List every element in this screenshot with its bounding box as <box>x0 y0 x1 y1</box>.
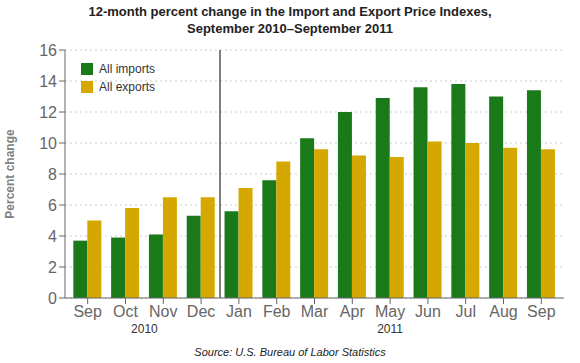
svg-text:May: May <box>375 303 405 320</box>
svg-text:Apr: Apr <box>340 303 366 320</box>
svg-text:2010: 2010 <box>131 322 158 336</box>
html-text:All imports: All imports <box>99 62 155 76</box>
svg-text:4: 4 <box>48 228 57 245</box>
svg-text:Sep: Sep <box>73 303 102 320</box>
svg-text:Percent change: Percent change <box>8 129 17 219</box>
html-text:September 2010–September 2011: September 2010–September 2011 <box>187 21 393 36</box>
svg-text:12: 12 <box>39 104 57 121</box>
svg-text:16: 16 <box>39 42 57 59</box>
svg-text:2011: 2011 <box>377 322 403 336</box>
svg-text:6: 6 <box>48 197 57 214</box>
html-text:All exports: All exports <box>99 80 155 94</box>
svg-text:2: 2 <box>48 259 57 276</box>
html-text:Source: U.S. Bureau of Labor S: Source: U.S. Bureau of Labor Statistics <box>194 346 386 358</box>
svg-text:Jan: Jan <box>226 303 252 320</box>
svg-text:0: 0 <box>48 290 57 307</box>
svg-text:14: 14 <box>39 73 57 90</box>
svg-text:Feb: Feb <box>263 303 291 320</box>
svg-text:Mar: Mar <box>301 303 329 320</box>
svg-text:Nov: Nov <box>149 303 177 320</box>
svg-text:10: 10 <box>39 135 57 152</box>
svg-text:Sep: Sep <box>527 303 556 320</box>
svg-text:Jun: Jun <box>415 303 441 320</box>
svg-text:Jul: Jul <box>455 303 475 320</box>
html-text:12-month percent change in the: 12-month percent change in the Import an… <box>88 4 492 19</box>
svg-text:8: 8 <box>48 166 57 183</box>
svg-text:Dec: Dec <box>187 303 215 320</box>
svg-text:Oct: Oct <box>113 303 138 320</box>
svg-text:Aug: Aug <box>489 303 517 320</box>
